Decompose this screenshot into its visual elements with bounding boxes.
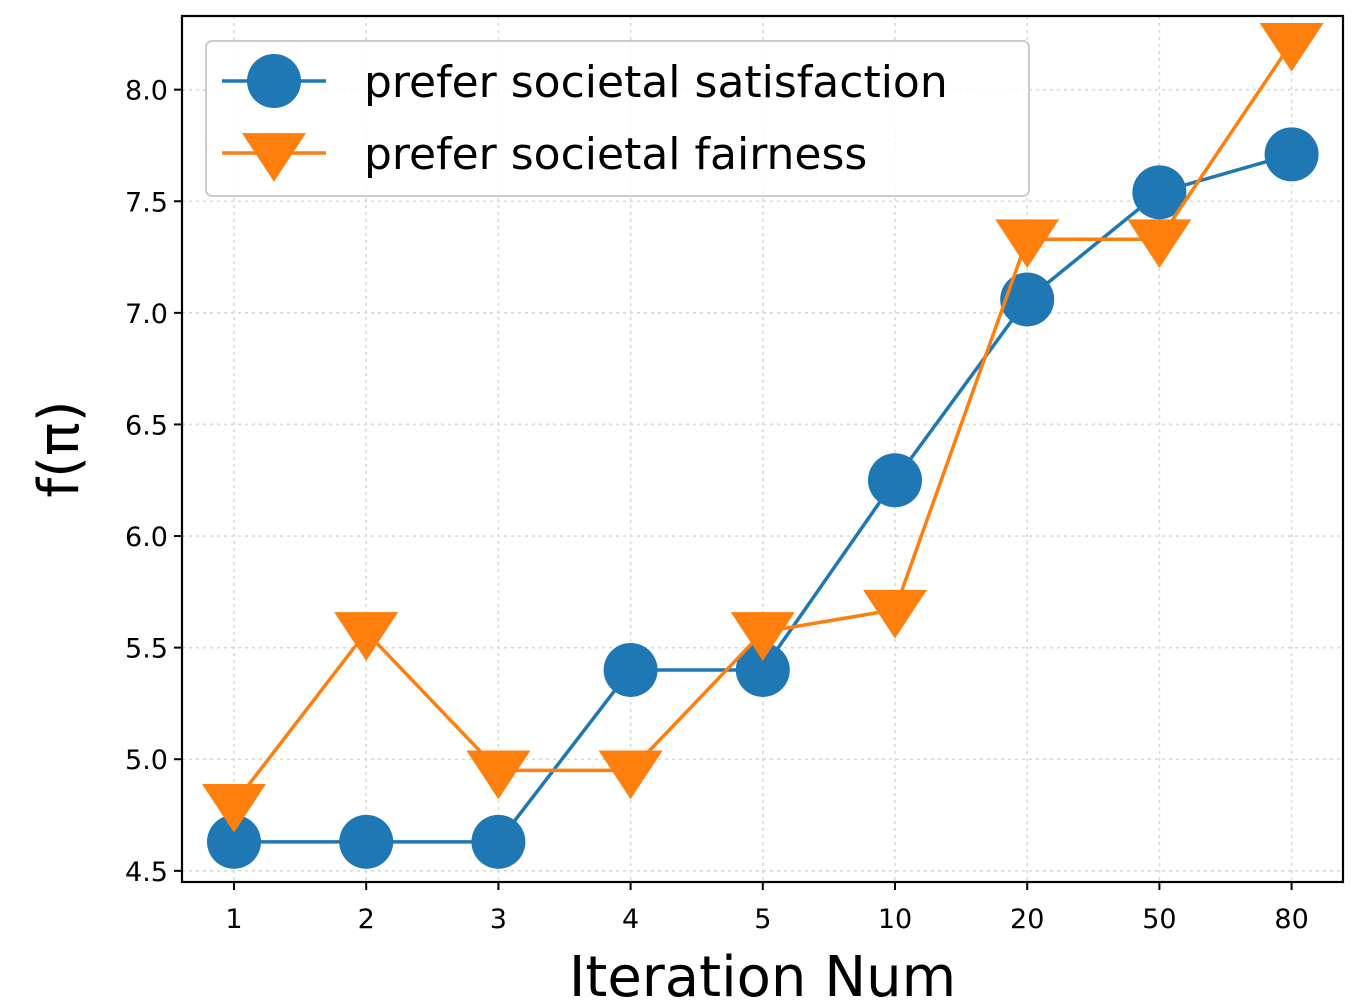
series-2: [202, 22, 1324, 833]
y-axis-title: f(π): [27, 400, 92, 497]
y-tick-label: 7.5: [125, 187, 168, 218]
x-tick-label: 2: [358, 904, 375, 935]
data-point: [995, 219, 1060, 268]
y-tick-label: 4.5: [125, 857, 168, 888]
data-point: [202, 784, 266, 833]
legend: prefer societal satisfaction prefer socie…: [205, 40, 1030, 197]
y-tick-label: 6.5: [125, 410, 168, 441]
legend-label: prefer societal fairness: [364, 129, 867, 180]
legend-item-1: prefer societal satisfaction: [222, 54, 948, 108]
y-tick-label: 6.0: [125, 522, 168, 553]
legend-item-2: prefer societal fairness: [222, 129, 867, 182]
y-tick-label: 8.0: [125, 76, 168, 107]
x-tick-label: 4: [622, 904, 639, 935]
data-point: [1132, 165, 1187, 220]
x-tick-label: 20: [1010, 904, 1044, 935]
data-point: [603, 642, 658, 697]
legend-box: [205, 40, 1030, 197]
data-point: [598, 750, 663, 800]
y-tick-label: 5.5: [125, 634, 168, 665]
series-1: [207, 127, 1319, 869]
data-point: [1259, 22, 1324, 72]
data-point: [1264, 127, 1319, 182]
legend-label: prefer societal satisfaction: [364, 57, 948, 108]
legend-marker: [242, 133, 306, 182]
x-tick-label: 80: [1274, 904, 1308, 935]
y-tick-label: 7.0: [125, 299, 168, 330]
data-point: [735, 642, 790, 697]
data-point: [1000, 272, 1055, 327]
data-point: [730, 612, 795, 661]
data-point: [1127, 219, 1192, 268]
plot-series: [202, 22, 1324, 869]
x-tick-label: 50: [1142, 904, 1176, 935]
legend-marker: [247, 54, 301, 108]
data-point: [334, 612, 399, 661]
y-tick-label: 5.0: [125, 745, 168, 776]
x-tick-label: 1: [225, 904, 242, 935]
data-point: [207, 814, 261, 869]
data-point: [868, 453, 922, 508]
data-point: [863, 589, 927, 639]
data-point: [471, 814, 526, 869]
x-tick-label: 5: [754, 904, 771, 935]
data-point: [339, 814, 394, 869]
axis-ticks: 1 2 3 4 5 10 20 50 80 4.5 5.0 5.5 6.0 6.5 7.0 7.5 8.0: [125, 76, 1309, 935]
x-tick-label: 3: [490, 904, 507, 935]
data-point: [466, 750, 531, 800]
x-tick-label: 10: [878, 904, 912, 935]
x-axis-title: Iteration Num: [569, 945, 956, 1007]
